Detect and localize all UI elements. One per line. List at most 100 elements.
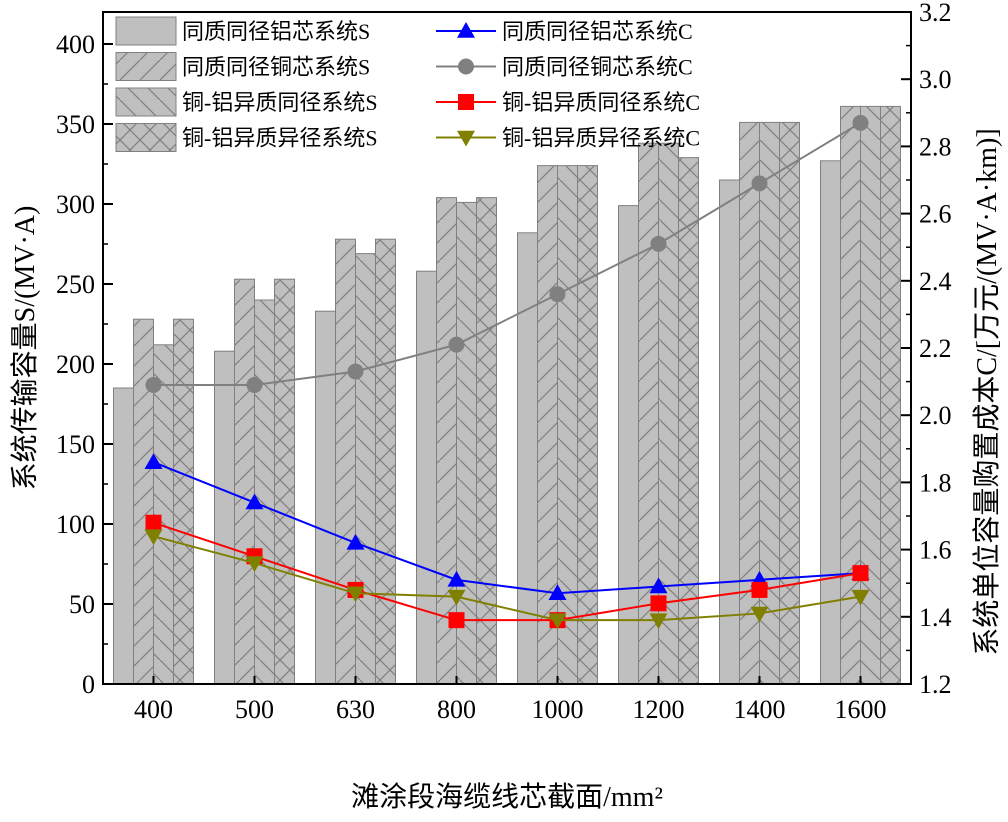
data-point [347, 363, 364, 380]
y-left-tick-label: 0 [82, 670, 95, 699]
legend-marker [457, 130, 475, 147]
bar-layer [113, 105, 901, 685]
data-point [447, 589, 466, 606]
legend-swatch [115, 87, 177, 117]
bar [517, 232, 538, 685]
axes: 0 50 100 150 200 250 300 350 400 1.2 1.4 1.6 1.8 2.0 2… [56, 0, 952, 724]
data-point [851, 589, 870, 606]
legend-label: 铜-铝异质同径系统S [182, 90, 378, 115]
bar [234, 278, 255, 685]
y-right-tick-label: 2.6 [919, 200, 952, 229]
y-right-tick-label: 2.2 [919, 334, 952, 363]
data-point [145, 514, 162, 531]
y-axis-left-title: 系统传输容量S/(MV·A) [9, 206, 41, 491]
y-right-tick-label: 2.4 [919, 267, 952, 296]
bar [719, 179, 740, 685]
y-right-tick-label: 2.0 [919, 401, 952, 430]
y-left-tick-label: 300 [56, 190, 95, 219]
data-point [448, 336, 465, 353]
legend-marker [458, 58, 474, 75]
data-point [751, 175, 768, 192]
data-point [852, 114, 869, 131]
x-tick-label: 500 [235, 695, 274, 724]
bar [880, 105, 901, 685]
series-line [153, 521, 861, 622]
bar [476, 197, 497, 685]
y-axis-right-title: 系统单位容量购置成本C/[万元/(MV·A·km)] [971, 128, 1003, 655]
legend-marker [458, 94, 474, 110]
y-right-tick-label: 3.0 [919, 65, 952, 94]
y-right-tick-label: 2.8 [919, 132, 952, 161]
x-tick-label: 1600 [835, 695, 887, 724]
bar [618, 205, 639, 685]
data-point [549, 286, 566, 303]
data-point [346, 533, 365, 550]
bar [577, 165, 598, 685]
bar [133, 318, 154, 685]
x-tick-label: 1200 [633, 695, 685, 724]
data-point [145, 376, 162, 393]
legend-label: 铜-铝异质异径系统S [182, 126, 378, 151]
data-point [649, 577, 668, 594]
bar [557, 165, 578, 685]
data-point [650, 235, 667, 252]
y-left-tick-label: 50 [69, 590, 95, 619]
y-left-tick-label: 250 [56, 270, 95, 299]
legend-swatch [115, 52, 177, 81]
bar [173, 318, 194, 685]
y-left-tick-label: 200 [56, 350, 95, 379]
x-tick-label: 1400 [734, 695, 786, 724]
legend-swatch [115, 123, 177, 152]
legend-label: 铜-铝异质同径系统C [502, 90, 700, 115]
bar [335, 238, 356, 685]
bar [153, 344, 174, 685]
y-right-tick-label: 1.6 [919, 536, 952, 565]
data-point [548, 584, 567, 601]
bar [779, 121, 800, 685]
x-axis-title: 滩涂段海缆线芯截面/mm² [351, 781, 663, 813]
x-tick-label: 630 [336, 695, 375, 724]
data-point [346, 586, 365, 603]
legend-label: 同质同径铜芯系统C [502, 55, 693, 80]
data-point [650, 595, 667, 612]
legend: 同质同径铝芯系统S 同质同径铜芯系统S 铜-铝异质同径系统S 铜-铝异质异径系统S 同质… [115, 16, 700, 152]
bar [537, 165, 558, 685]
bar [739, 121, 760, 685]
data-point [750, 606, 769, 623]
legend-label: 同质同径铜芯系统S [182, 55, 370, 80]
bar [759, 121, 780, 685]
x-tick-label: 1000 [532, 695, 584, 724]
legend-label: 同质同径铝芯系统C [502, 19, 693, 44]
bar [214, 350, 235, 685]
legend-marker [457, 22, 475, 38]
data-point [751, 581, 768, 598]
data-point [245, 556, 264, 573]
data-point [447, 570, 466, 587]
x-tick-label: 400 [134, 695, 173, 724]
bar [416, 270, 437, 685]
y-left-tick-label: 150 [56, 430, 95, 459]
bar [456, 201, 477, 685]
x-tick-label: 800 [437, 695, 476, 724]
y-left-tick-label: 400 [56, 30, 95, 59]
data-point [448, 612, 465, 629]
bar [355, 253, 376, 685]
bar [375, 238, 396, 685]
bar [274, 278, 295, 685]
legend-label: 同质同径铝芯系统S [182, 19, 370, 44]
data-point [245, 493, 264, 510]
data-point [852, 565, 869, 582]
y-right-tick-label: 3.2 [919, 0, 952, 27]
bar [254, 299, 275, 685]
data-point [548, 613, 567, 630]
legend-swatch [115, 16, 177, 46]
bar [315, 310, 336, 685]
y-right-tick-label: 1.4 [919, 603, 952, 632]
y-right-tick-label: 1.2 [919, 670, 952, 699]
y-left-tick-label: 350 [56, 110, 95, 139]
data-point [144, 453, 163, 469]
series-line [153, 122, 862, 386]
series-line [153, 535, 861, 622]
bar [113, 387, 134, 685]
